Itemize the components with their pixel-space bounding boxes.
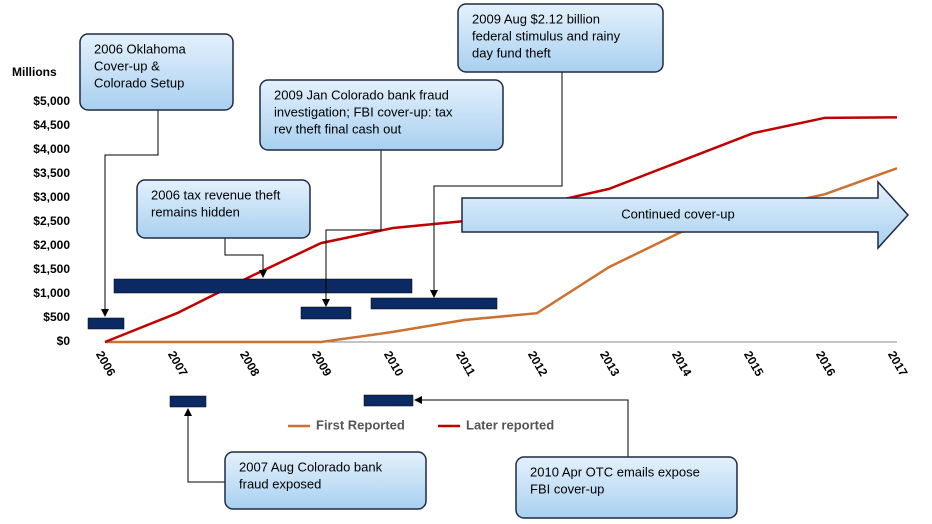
callout-text: rev theft final cash out [274, 121, 402, 136]
y-tick-label: $2,500 [33, 214, 70, 228]
y-tick-label: $2,000 [33, 238, 70, 252]
y-tick-label: $500 [43, 310, 70, 324]
callout-text: FBI cover-up [530, 481, 604, 496]
connector [101, 110, 159, 317]
y-tick-label: $5,000 [33, 94, 70, 108]
timeline-bar [363, 394, 414, 407]
x-tick-label: 2007 [165, 349, 191, 379]
connector [224, 238, 267, 278]
legend-label: Later reported [466, 417, 554, 432]
connector [430, 72, 563, 298]
callout-text: investigation; FBI cover-up: tax [274, 104, 453, 119]
callout-text: 2010 Apr OTC emails expose [530, 464, 700, 479]
connector [414, 396, 629, 457]
connectors [101, 72, 629, 483]
connector [184, 408, 225, 483]
callout-text: 2006 tax revenue theft [151, 187, 281, 202]
callout-text: 2009 Aug $2.12 billion [472, 11, 600, 26]
timeline-bar [169, 395, 207, 408]
x-tick-label: 2006 [93, 349, 119, 379]
x-tick-label: 2013 [597, 349, 623, 379]
y-tick-label: $1,500 [33, 262, 70, 276]
callout-text: 2007 Aug Colorado bank [239, 459, 383, 474]
legend-label: First Reported [316, 417, 405, 432]
callout-text: Colorado Setup [94, 75, 184, 90]
x-tick-label: 2014 [669, 349, 695, 379]
y-tick-label: $4,500 [33, 118, 70, 132]
callouts: 2006 Oklahoma Cover-up & Colorado Setup 200… [79, 3, 738, 519]
y-tick-label: $1,000 [33, 286, 70, 300]
x-tick-label: 2012 [525, 349, 551, 379]
callout-box [515, 456, 738, 519]
timeline-bar [113, 278, 413, 294]
callout-text: federal stimulus and rainy [472, 28, 621, 43]
y-tick-label: $4,000 [33, 142, 70, 156]
callout-text: remains hidden [151, 204, 240, 219]
y-tick-label: $3,000 [33, 190, 70, 204]
callout-box [457, 3, 664, 73]
y-tick-label: $3,500 [33, 166, 70, 180]
timeline-bars [87, 278, 498, 408]
x-tick-label: 2008 [237, 349, 263, 379]
arrow-label: Continued cover-up [621, 206, 734, 221]
x-tick-label: 2009 [309, 349, 335, 379]
x-tick-label: 2010 [381, 349, 407, 379]
callout-box [136, 179, 311, 239]
callout-text: 2009 Jan Colorado bank fraud [274, 87, 449, 102]
callout-box [224, 451, 427, 510]
timeline-bar [300, 306, 352, 320]
timeline-bar [370, 297, 498, 310]
y-tick-label: $0 [57, 334, 71, 348]
timeline-bar [87, 317, 125, 330]
callout-text: day fund theft [472, 45, 551, 60]
callout-text: Cover-up & [94, 58, 160, 73]
y-axis-label: Millions [12, 65, 57, 79]
x-tick-label: 2016 [813, 349, 839, 379]
callout-text: 2006 Oklahoma [94, 41, 187, 56]
legend: First Reported Later reported [288, 417, 554, 432]
continuation-arrow [461, 180, 910, 250]
x-tick-label: 2011 [453, 349, 478, 379]
connector [322, 150, 382, 307]
callout-box [259, 79, 504, 151]
callout-box [79, 33, 234, 111]
x-tick-label: 2017 [885, 349, 911, 379]
callout-text: fraud exposed [239, 476, 321, 491]
x-tick-label: 2015 [741, 349, 767, 379]
